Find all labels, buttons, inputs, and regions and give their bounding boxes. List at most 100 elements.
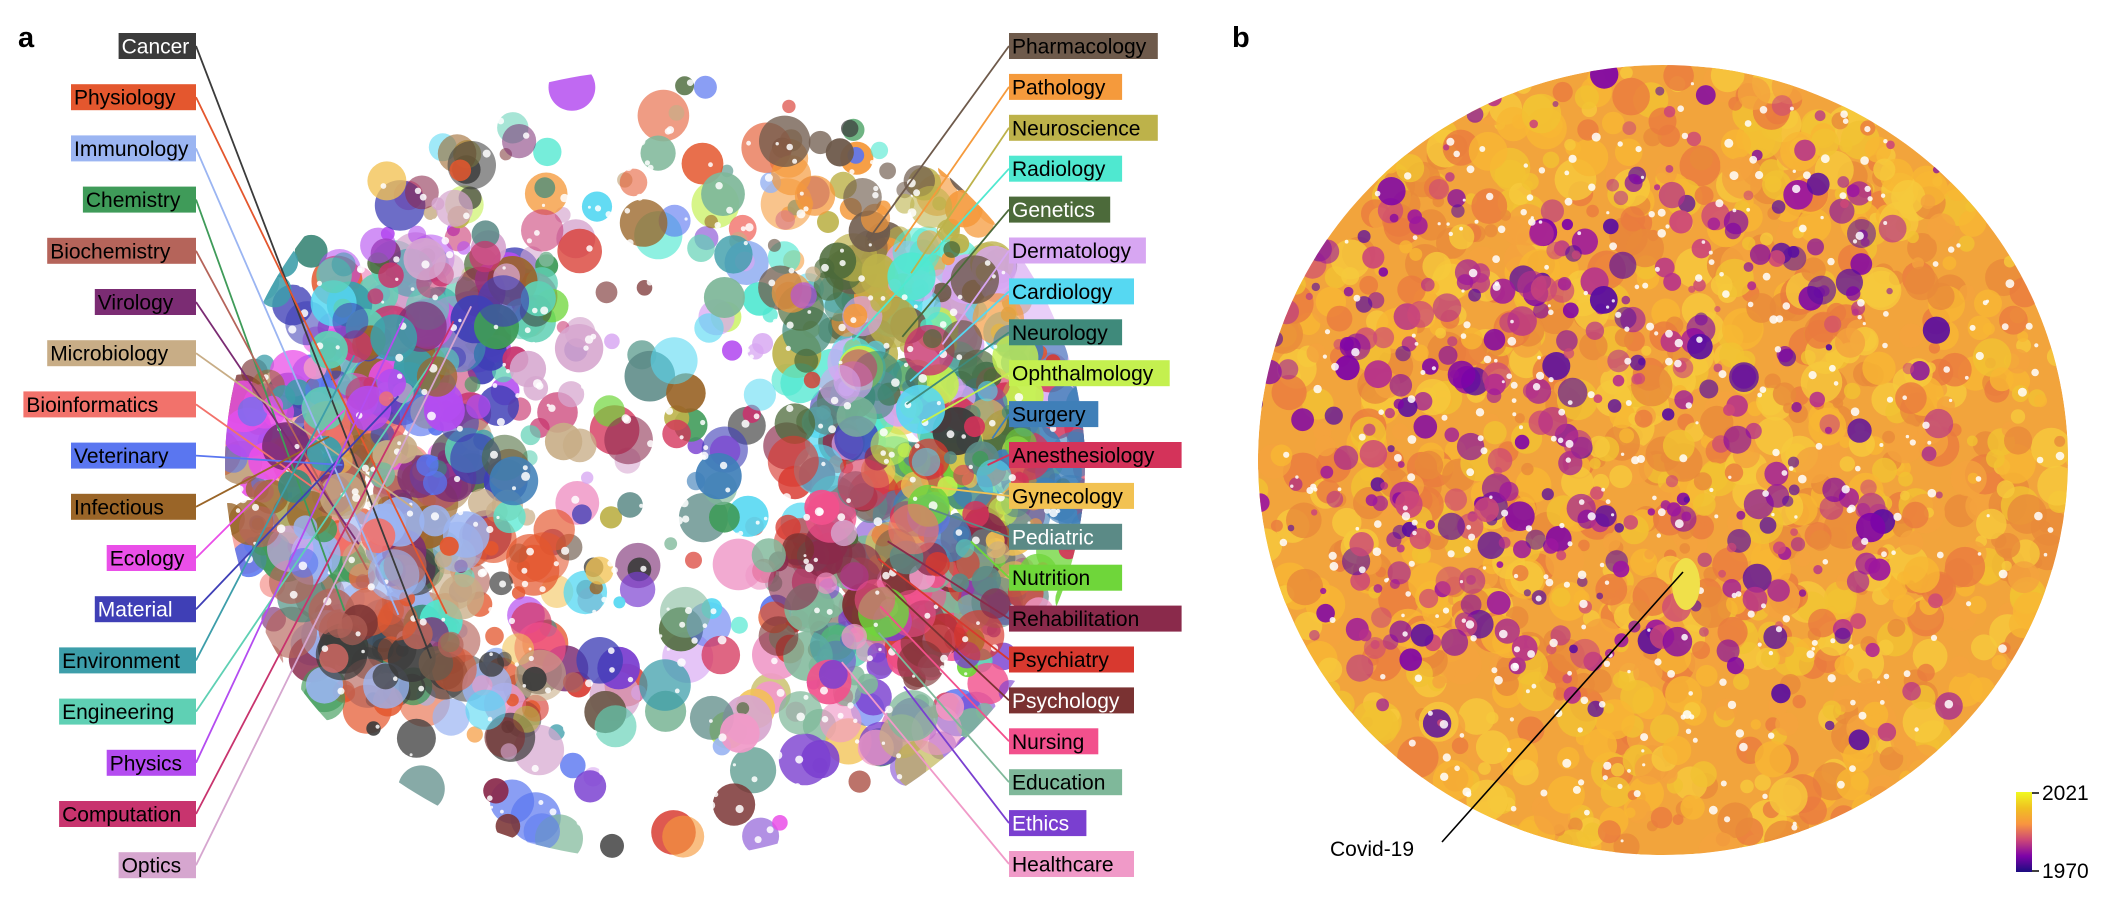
year-blob [1927,213,1956,243]
label-text: Neurology [1012,322,1108,345]
year-blob [1834,655,1854,675]
gap [1577,727,1583,733]
old-year-blob [1216,451,1233,468]
gap [1599,562,1605,568]
gap [2055,451,2065,461]
label-text: Healthcare [1012,854,1114,877]
gap [560,193,569,203]
gap [1986,514,1990,518]
gap [714,222,721,229]
gap [512,486,516,491]
old-year-blob [1278,137,1297,157]
gap [1584,809,1590,816]
gap [1689,714,1695,720]
gap [397,441,402,446]
cluster-blob [294,234,328,268]
old-year-blob [1359,440,1388,468]
gap [1681,132,1689,140]
gap [492,383,498,388]
gap [282,341,288,348]
cluster-blob [837,458,890,511]
gap [699,680,708,689]
old-year-blob [1563,348,1575,359]
cluster-blob [932,196,947,211]
gap [482,149,491,158]
gap [337,687,345,695]
year-blob [1692,493,1716,516]
cluster-blob [637,89,690,142]
old-year-blob [1451,204,1465,218]
gap [1468,268,1478,278]
gap [837,712,844,719]
gap [1654,331,1659,336]
cluster-blob [437,631,464,658]
gap [499,596,505,602]
old-year-blob [1629,354,1646,371]
gap [933,604,939,610]
old-year-blob [1546,241,1564,260]
gap [718,733,727,742]
gap [1402,505,1408,511]
year-blob [1966,435,1978,447]
old-year-blob [1663,106,1676,118]
old-year-blob [1807,238,1824,256]
old-year-blob [1613,190,1629,206]
label-veterinary: Veterinary [71,442,196,469]
year-blob [1698,831,1740,855]
gap [1378,409,1384,416]
year-blob [1466,779,1508,821]
gap [1562,758,1572,768]
old-year-blob [1824,720,1835,731]
old-year-blob [1590,486,1604,500]
gap [593,730,597,734]
cluster-blob [781,533,815,566]
gap [1331,362,1339,371]
gap [1577,231,1582,236]
gap [1808,371,1817,380]
gap [2036,456,2044,464]
panel-letter-a: a [18,22,35,54]
gap [482,189,489,196]
cluster-blob [909,185,953,229]
gap [1701,240,1706,244]
year-blob [1906,744,1943,781]
cluster-blob [432,698,470,736]
old-year-blob [1498,536,1511,549]
cluster-blob [772,815,788,831]
old-year-blob [1277,359,1299,380]
gap [1523,163,1529,168]
gap [813,557,818,563]
cluster-blob [714,235,753,274]
year-blob [1634,409,1653,428]
old-year-blob [1809,391,1825,408]
gap [715,182,723,190]
gap [1627,669,1631,674]
cluster-blob [506,534,555,582]
gap [1656,533,1662,538]
gap [581,529,587,536]
cluster-blob [894,193,915,214]
old-year-blob [1267,330,1283,347]
gap [289,590,298,599]
gap [1407,435,1417,444]
old-year-blob [1596,592,1604,600]
gap [1680,714,1686,720]
year-blob [1270,519,1283,532]
gap [632,486,639,493]
gap [1830,638,1836,644]
cluster-blob [808,397,846,435]
cluster-blob [544,422,583,461]
gap [1482,566,1487,570]
gap [298,281,305,288]
gap [1792,169,1797,173]
gap [601,596,608,603]
gap [624,208,631,214]
year-blob [1689,147,1713,171]
gap [1782,615,1791,623]
gap [545,687,551,694]
year-blob [1680,795,1705,820]
gap [1975,476,1982,482]
gap [883,458,890,464]
gap [826,608,833,615]
gap [674,160,680,166]
